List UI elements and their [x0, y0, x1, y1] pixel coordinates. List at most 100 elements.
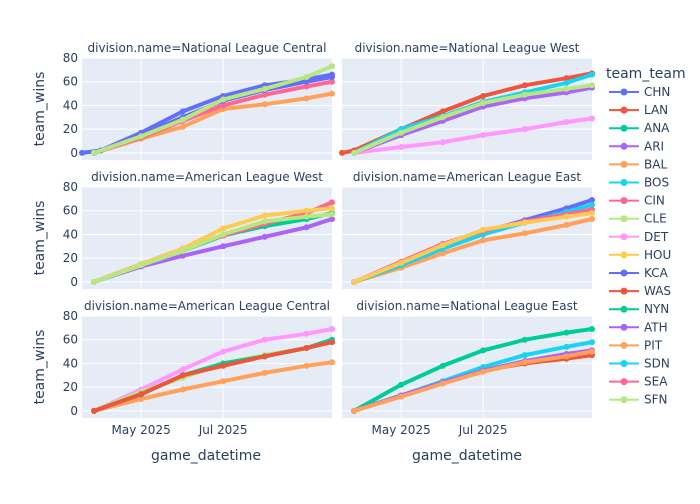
data-point — [179, 108, 186, 115]
data-point — [521, 82, 528, 89]
data-point — [303, 224, 310, 231]
y-tick-label: 60 — [63, 204, 78, 218]
data-point — [563, 85, 570, 92]
panels-layer: 0 20 40 60 80 division.name=National League C… — [63, 41, 595, 437]
legend-label-hou: HOU — [644, 248, 671, 262]
data-point — [261, 85, 268, 92]
data-point — [351, 407, 358, 414]
data-point — [179, 248, 186, 255]
data-point — [351, 149, 358, 156]
legend-marker-ana — [620, 124, 628, 132]
data-point — [589, 71, 595, 78]
facet-title: division.name=American League West — [91, 170, 323, 184]
data-point — [79, 149, 85, 156]
x-axis-title-right: game_datetime — [412, 448, 522, 464]
y-tick-label: 80 — [63, 309, 78, 323]
x-tick-label: Jul 2025 — [198, 423, 248, 437]
data-point — [303, 213, 310, 220]
data-point — [303, 73, 310, 80]
data-point — [220, 348, 227, 355]
y-tick-label: 0 — [70, 146, 78, 160]
data-point — [589, 339, 595, 346]
x-tick-label: May 2025 — [112, 423, 171, 437]
data-point — [563, 75, 570, 82]
data-point — [303, 345, 310, 352]
data-point — [220, 231, 227, 238]
data-point — [220, 243, 227, 250]
data-point — [480, 100, 487, 107]
y-tick-label: 60 — [63, 333, 78, 347]
data-point — [261, 218, 268, 225]
data-point — [589, 115, 595, 122]
y-tick-label: 0 — [70, 404, 78, 418]
y-tick-label: 40 — [63, 227, 78, 241]
data-point — [138, 391, 145, 398]
y-axis-title-top: team_wins — [32, 72, 48, 147]
legend-label-sea: SEA — [644, 375, 668, 389]
data-point — [439, 242, 446, 249]
panel: 0 20 40 60 80 division.name=National League C… — [63, 41, 335, 160]
data-point — [521, 91, 528, 98]
legend-label-sdn: SDN — [644, 357, 670, 371]
data-point — [329, 205, 335, 212]
y-tick-label: 20 — [63, 251, 78, 265]
data-point — [329, 359, 335, 366]
legend-marker-sea — [620, 378, 628, 386]
data-point — [398, 381, 405, 388]
data-point — [398, 129, 405, 136]
legend-title: team_team — [606, 66, 686, 82]
legend-marker-bal — [620, 160, 628, 168]
panel: division.name=National League West — [339, 41, 595, 160]
legend-marker-pit — [620, 341, 628, 349]
data-point — [261, 336, 268, 343]
legend-marker-hou — [620, 251, 628, 259]
legend-marker-kca — [620, 269, 628, 277]
y-tick-label: 60 — [63, 75, 78, 89]
legend-marker-cin — [620, 197, 628, 205]
legend-label-cin: CIN — [644, 194, 665, 208]
data-point — [521, 359, 528, 366]
legend: team_team CHN LAN ANA ARI BAL BOS CIN CLE DET HOU… — [606, 66, 686, 407]
data-point — [138, 133, 145, 140]
axes-layer: game_datetime game_datetime team_wins te… — [32, 72, 522, 464]
legend-marker-lan — [620, 106, 628, 114]
data-point — [521, 336, 528, 343]
legend-marker-was — [620, 287, 628, 295]
data-point — [91, 149, 98, 156]
legend-marker-bos — [620, 179, 628, 186]
data-point — [439, 380, 446, 387]
facet-title: division.name=National League Central — [88, 41, 327, 55]
y-tick-label: 20 — [63, 380, 78, 394]
facet-title: division.name=American League East — [353, 170, 582, 184]
facet-title: division.name=National League West — [355, 41, 580, 55]
y-tick-label: 40 — [63, 356, 78, 370]
data-point — [179, 366, 186, 373]
data-point — [480, 237, 487, 244]
facet-title: division.name=American League Central — [84, 299, 330, 313]
data-point — [439, 108, 446, 115]
data-point — [329, 73, 335, 80]
data-point — [329, 90, 335, 97]
legend-label-was: WAS — [644, 284, 671, 298]
legend-marker-sdn — [620, 360, 628, 367]
legend-label-cle: CLE — [644, 212, 667, 226]
data-point — [329, 199, 335, 206]
legend-label-ari: ARI — [644, 139, 664, 153]
data-point — [261, 91, 268, 98]
data-point — [589, 201, 595, 208]
data-point — [220, 378, 227, 385]
data-point — [91, 407, 98, 414]
data-point — [261, 353, 268, 360]
data-point — [439, 114, 446, 121]
legend-marker-chn — [620, 88, 628, 96]
legend-marker-cle — [620, 215, 628, 223]
legend-label-sfn: SFN — [644, 393, 668, 407]
data-point — [563, 119, 570, 126]
data-point — [563, 343, 570, 350]
panel: 0 20 40 60 80 division.name=American League W… — [63, 170, 335, 289]
data-point — [480, 368, 487, 375]
data-point — [329, 326, 335, 333]
data-point — [303, 78, 310, 85]
data-point — [351, 278, 358, 285]
